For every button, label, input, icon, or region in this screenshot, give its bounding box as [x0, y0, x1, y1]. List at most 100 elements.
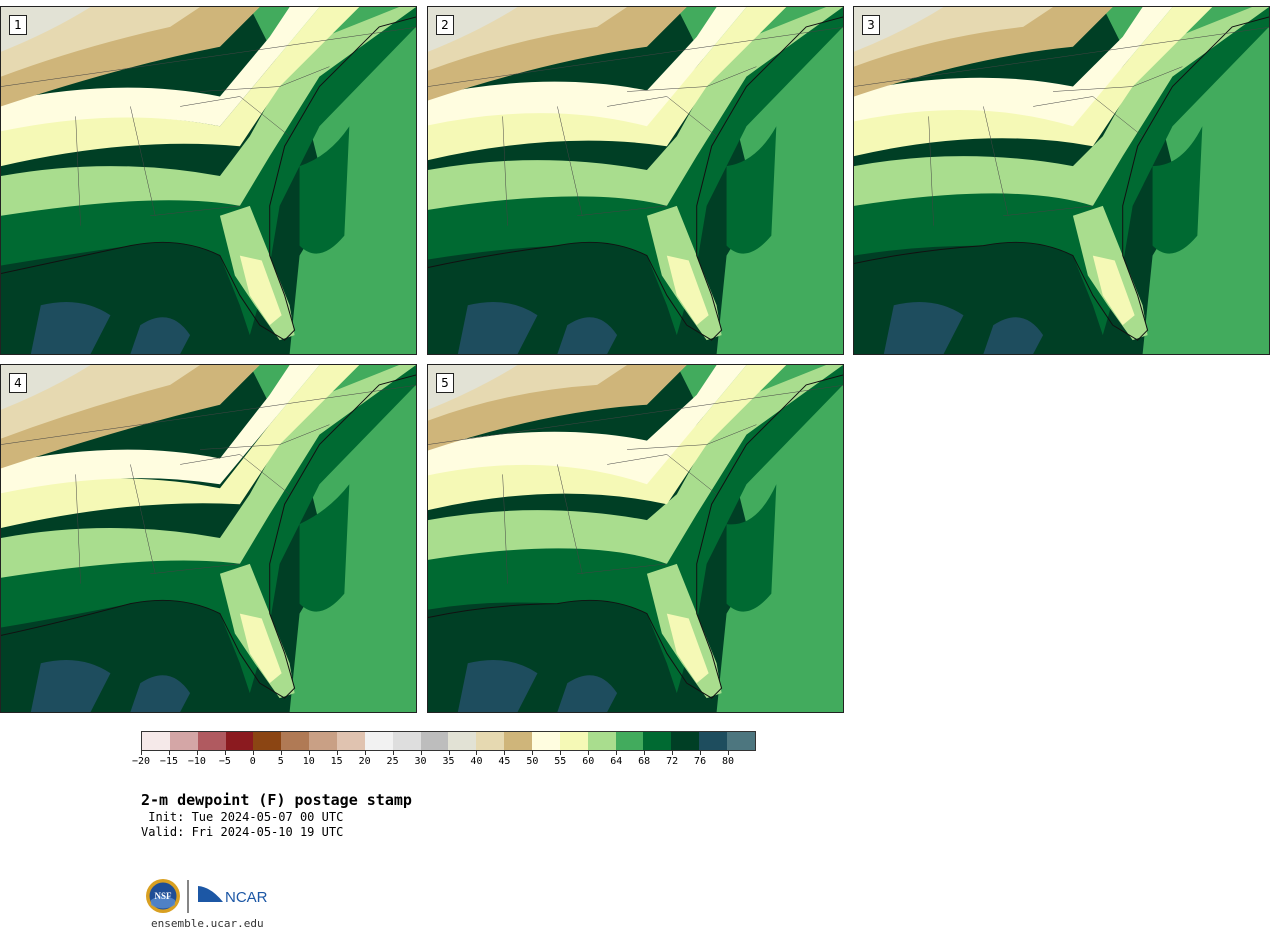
colorbar-swatch — [643, 732, 672, 750]
land-yellow — [1, 7, 360, 167]
colorbar-tick — [308, 751, 310, 755]
dewpoint-map-1 — [1, 7, 416, 354]
state-border — [627, 424, 757, 450]
state-border — [502, 116, 508, 226]
atlantic-core — [726, 484, 777, 612]
colorbar-tick — [672, 751, 674, 755]
colorbar-tick-labels: −20 −15 −10 −5 0 5 10 15 20 25 30 35 40 45 50 55 60 64 68 7… — [132, 751, 756, 771]
colorbar-swatch — [532, 732, 560, 750]
state-border — [854, 27, 1269, 87]
deep-water — [30, 301, 111, 354]
colorbar-tick-label: 64 — [610, 756, 623, 767]
land-yellow — [1, 365, 360, 529]
colorbar-tick-label: 20 — [358, 756, 371, 767]
colorbar-swatch — [253, 732, 282, 750]
init-time: Init: Tue 2024-05-07 00 UTC — [141, 810, 344, 824]
land-yellow — [428, 365, 787, 511]
land-light-green — [854, 7, 1269, 206]
colorbar-swatch — [392, 732, 421, 750]
dewpoint-map-4 — [1, 365, 416, 712]
state-border — [130, 464, 156, 574]
colorbar-tick-label: 35 — [442, 756, 455, 767]
colorbar-tick — [168, 751, 170, 755]
state-border — [557, 106, 583, 216]
deep-water — [130, 317, 191, 354]
colorbar-tick — [336, 751, 338, 755]
state-border — [428, 27, 843, 87]
colorbar-tick-label: −20 — [131, 756, 151, 767]
deep-water — [457, 301, 538, 354]
deep-water — [130, 675, 191, 712]
colorbar-swatch — [615, 732, 644, 750]
state-border — [1003, 205, 1093, 217]
colorbar-tick — [728, 751, 730, 755]
footer-url: ensemble.ucar.edu — [151, 917, 264, 930]
colorbar-tick-label: 50 — [526, 756, 539, 767]
colorbar-tick — [644, 751, 646, 755]
colorbar-tick-label: 80 — [722, 756, 735, 767]
state-border — [1033, 96, 1143, 137]
chart-title: 2-m dewpoint (F) postage stamp — [141, 791, 412, 809]
valid-time: Valid: Fri 2024-05-10 19 UTC — [141, 825, 344, 839]
land-yellow — [428, 7, 787, 161]
colorbar-tick-label: 76 — [694, 756, 707, 767]
colorbar-swatch — [420, 732, 449, 750]
dewpoint-map-3 — [854, 7, 1269, 354]
deep-water — [30, 659, 111, 712]
colorbar-swatch — [476, 732, 505, 750]
panel-number-label: 3 — [862, 15, 880, 35]
state-border — [150, 563, 240, 575]
colorbar-swatch — [364, 732, 393, 750]
colorbar-tick-label: −10 — [187, 756, 206, 767]
coastal-land — [428, 7, 843, 336]
colorbar-tick — [616, 751, 618, 755]
colorbar-tick — [448, 751, 450, 755]
deep-water — [983, 317, 1044, 354]
colorbar-tick — [280, 751, 282, 755]
nsf-ncar-logo: NSF NCAR — [146, 879, 268, 913]
colorbar-swatch — [504, 732, 533, 750]
florida-interior — [666, 255, 709, 326]
colorbar-tick — [504, 751, 506, 755]
colorbar-swatch — [559, 732, 588, 750]
postage-stamp-panel-1: 1 — [0, 6, 417, 355]
coastline — [1, 16, 416, 341]
florida-interior — [239, 613, 282, 684]
deep-water — [883, 301, 964, 354]
colorbar-swatch — [225, 732, 254, 750]
panel-number-label: 1 — [9, 15, 27, 35]
coastline — [428, 374, 843, 699]
postage-stamp-panel-3: 3 — [853, 6, 1270, 355]
colorbar-tick — [252, 751, 254, 755]
colorbar-tick — [141, 751, 142, 755]
atlantic-core — [299, 484, 350, 612]
state-border — [928, 116, 934, 226]
deep-water — [557, 675, 618, 712]
land-light-green — [428, 7, 843, 210]
colorbar-swatch — [337, 732, 365, 750]
state-border — [130, 106, 156, 216]
colorbar-tick-label: 72 — [666, 756, 679, 767]
colorbar-tick — [392, 751, 394, 755]
state-border — [577, 205, 667, 217]
land-yellow — [854, 7, 1213, 157]
panel-number-label: 4 — [9, 373, 27, 393]
colorbar-tick — [224, 751, 226, 755]
atlantic-core — [299, 126, 350, 254]
state-border — [75, 474, 81, 584]
state-border — [1053, 66, 1183, 92]
postage-stamp-panel-5: 5 — [427, 364, 844, 713]
coastline — [854, 16, 1269, 341]
deep-water — [457, 659, 538, 712]
colorbar-tick-label: 40 — [470, 756, 483, 767]
colorbar-swatch — [699, 732, 728, 750]
coastal-land — [854, 7, 1269, 336]
coastal-land — [1, 7, 416, 336]
state-border — [75, 116, 81, 226]
colorbar-swatch — [197, 732, 226, 750]
state-border — [983, 106, 1009, 216]
land-cream — [1, 7, 320, 132]
colorbar-swatch — [671, 732, 700, 750]
postage-stamp-panel-4: 4 — [0, 364, 417, 713]
state-border — [627, 66, 757, 92]
